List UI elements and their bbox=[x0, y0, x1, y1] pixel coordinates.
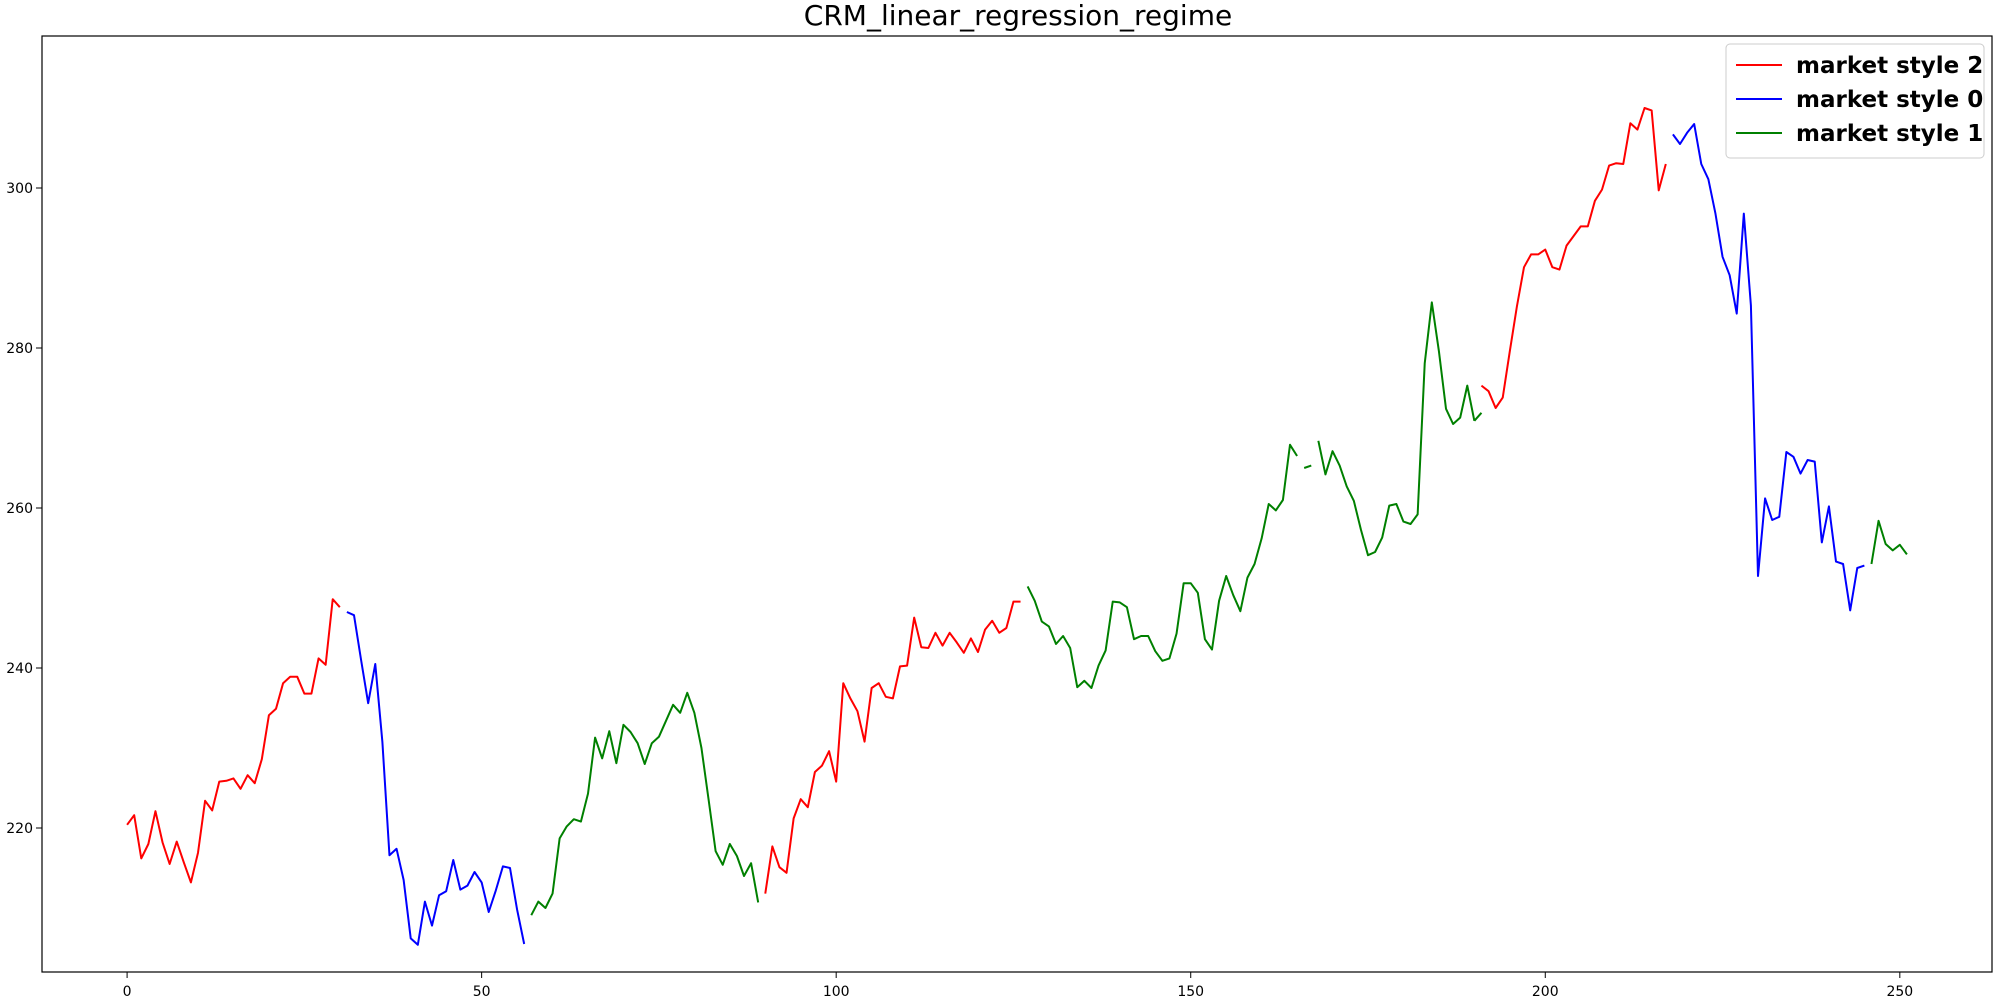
legend: market style 2 market style 0 market style… bbox=[1725, 43, 1985, 159]
series-line-market-style-1-segment-2 bbox=[1303, 464, 1312, 469]
y-tick-label: 300 bbox=[6, 181, 33, 197]
x-tick-label: 0 bbox=[123, 984, 132, 1000]
chart-title: CRM_linear_regression_regime bbox=[804, 0, 1232, 32]
series-line-market-style-1-segment-4 bbox=[1473, 412, 1483, 422]
legend-box bbox=[1725, 43, 1985, 159]
x-axis: 0 50 100 150 200 250 bbox=[123, 972, 1913, 1000]
legend-label-market-style-0: market style 0 bbox=[1796, 87, 1983, 113]
x-tick-label: 200 bbox=[1532, 984, 1559, 1000]
series-line-market-style-0-segment-1 bbox=[1672, 123, 1865, 612]
series-line-market-style-1-segment-1 bbox=[1026, 443, 1298, 689]
legend-label-market-style-2: market style 2 bbox=[1796, 53, 1983, 79]
series-line-market-style-0-segment-0 bbox=[346, 611, 526, 946]
series-line-market-style-2-segment-0 bbox=[126, 598, 341, 884]
x-tick-label: 250 bbox=[1886, 984, 1913, 1000]
series-line-market-style-1-segment-3 bbox=[1317, 301, 1476, 557]
y-tick-label: 280 bbox=[6, 341, 33, 357]
y-tick-label: 240 bbox=[6, 661, 33, 677]
series-line-market-style-1-segment-0 bbox=[530, 691, 760, 916]
legend-label-market-style-1: market style 1 bbox=[1796, 121, 1983, 147]
y-axis: 220 240 260 280 300 bbox=[6, 181, 42, 837]
series-line-market-style-2-segment-2 bbox=[1480, 107, 1667, 409]
plot-frame bbox=[41, 35, 1993, 973]
y-tick-label: 260 bbox=[6, 501, 33, 517]
x-tick-label: 100 bbox=[823, 984, 850, 1000]
y-tick-label: 220 bbox=[6, 821, 33, 837]
x-tick-label: 50 bbox=[473, 984, 491, 1000]
series-line-market-style-1-segment-5 bbox=[1870, 519, 1908, 565]
plot-lines bbox=[126, 107, 1908, 946]
x-tick-label: 150 bbox=[1177, 984, 1204, 1000]
series-line-market-style-2-segment-1 bbox=[764, 600, 1021, 894]
